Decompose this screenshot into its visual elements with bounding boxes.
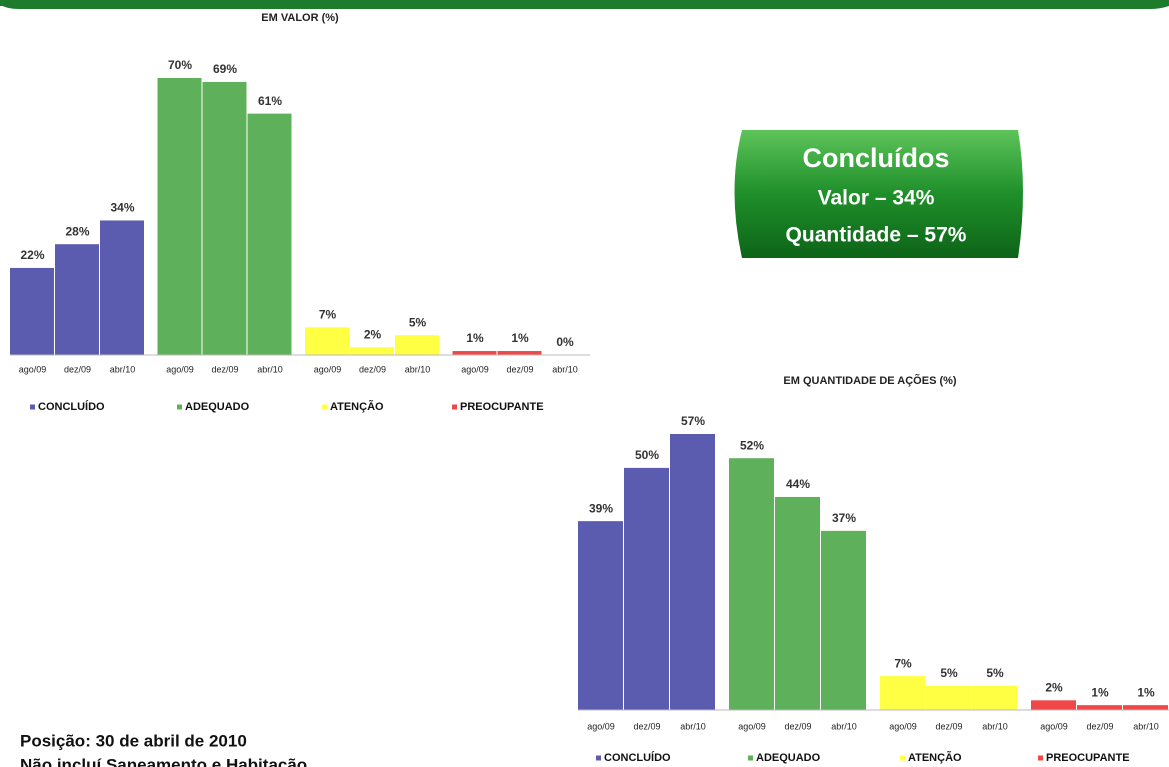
bar <box>972 685 1017 710</box>
value-label: 7% <box>894 656 912 670</box>
chart-title: EM QUANTIDADE DE AÇÕES (%) <box>783 374 956 387</box>
value-label: 52% <box>740 438 764 452</box>
bar <box>926 685 971 710</box>
x-tick-label: dez/09 <box>1086 721 1113 731</box>
x-tick-label: ago/09 <box>889 721 917 731</box>
x-tick-label: ago/09 <box>738 721 766 731</box>
value-label: 2% <box>364 327 382 341</box>
x-tick-label: abr/10 <box>110 364 136 374</box>
bar <box>452 351 497 355</box>
callout-box <box>734 130 1023 258</box>
x-tick-label: dez/09 <box>211 364 238 374</box>
top-band-edge <box>0 0 1169 9</box>
bar <box>100 220 144 355</box>
legend-swatch <box>1038 755 1043 761</box>
bar <box>157 78 202 355</box>
bar <box>624 467 669 710</box>
legend-label: CONCLUÍDO <box>38 400 105 413</box>
bar <box>305 327 349 355</box>
legend-swatch <box>177 404 182 410</box>
bar <box>247 113 292 355</box>
bar <box>821 530 866 710</box>
x-tick-label: ago/09 <box>19 364 47 374</box>
legend-swatch <box>322 404 327 410</box>
legend-label: ADEQUADO <box>185 401 250 413</box>
value-label: 44% <box>786 477 810 491</box>
bar <box>350 347 394 355</box>
bar <box>497 351 542 355</box>
value-label: 39% <box>589 501 613 515</box>
bar <box>578 521 623 710</box>
value-label: 69% <box>213 62 237 76</box>
x-tick-label: abr/10 <box>405 364 431 374</box>
legend-swatch <box>900 755 905 761</box>
x-tick-label: dez/09 <box>784 721 811 731</box>
x-tick-label: abr/10 <box>552 364 578 374</box>
legend-label: CONCLUÍDO <box>604 751 671 764</box>
footer-text: Não incluí Saneamento e Habitação <box>20 755 307 767</box>
x-tick-label: ago/09 <box>166 364 194 374</box>
bar <box>1077 705 1122 710</box>
legend-label: PREOCUPANTE <box>1046 752 1130 764</box>
x-tick-label: abr/10 <box>680 721 706 731</box>
bar <box>395 335 439 355</box>
value-label: 7% <box>319 307 337 321</box>
value-label: 1% <box>466 331 484 345</box>
value-label: 1% <box>1137 685 1155 699</box>
value-label: 5% <box>940 666 958 680</box>
bar <box>1123 705 1168 710</box>
callout-title: Concluídos <box>803 143 950 173</box>
x-tick-label: ago/09 <box>461 364 489 374</box>
legend-label: ADEQUADO <box>756 752 821 764</box>
x-tick-label: ago/09 <box>1040 721 1068 731</box>
legend-swatch <box>596 755 601 761</box>
x-tick-label: dez/09 <box>633 721 660 731</box>
bar <box>670 434 715 710</box>
x-tick-label: dez/09 <box>506 364 533 374</box>
value-label: 0% <box>556 335 574 349</box>
x-tick-label: abr/10 <box>831 721 857 731</box>
x-tick-label: ago/09 <box>314 364 342 374</box>
bar <box>880 676 925 710</box>
value-label: 34% <box>110 201 134 215</box>
x-tick-label: abr/10 <box>257 364 283 374</box>
value-label: 37% <box>832 511 856 525</box>
legend-label: PREOCUPANTE <box>460 401 544 413</box>
value-label: 61% <box>258 94 282 108</box>
legend-swatch <box>748 755 753 761</box>
value-label: 5% <box>986 666 1004 680</box>
bar <box>775 496 820 710</box>
value-label: 5% <box>409 315 427 329</box>
value-label: 1% <box>511 331 529 345</box>
x-tick-label: ago/09 <box>587 721 615 731</box>
bar <box>1031 700 1076 710</box>
x-tick-label: dez/09 <box>935 721 962 731</box>
callout-line: Valor – 34% <box>818 187 935 210</box>
x-tick-label: abr/10 <box>982 721 1008 731</box>
callout-line: Quantidade – 57% <box>786 224 967 247</box>
x-tick-label: dez/09 <box>359 364 386 374</box>
x-tick-label: abr/10 <box>1133 721 1159 731</box>
legend-label: ATENÇÃO <box>330 400 384 413</box>
bar <box>202 81 247 355</box>
legend-swatch <box>30 404 35 410</box>
legend-swatch <box>452 404 457 410</box>
value-label: 70% <box>168 58 192 72</box>
bar <box>10 267 54 355</box>
value-label: 2% <box>1045 680 1063 694</box>
chart-title: EM VALOR (%) <box>261 12 339 24</box>
value-label: 1% <box>1091 685 1109 699</box>
bar <box>55 244 99 355</box>
footer-text: Posição: 30 de abril de 2010 <box>20 731 247 750</box>
value-label: 22% <box>20 248 44 262</box>
legend-label: ATENÇÃO <box>908 751 962 764</box>
value-label: 50% <box>635 448 659 462</box>
x-tick-label: dez/09 <box>64 364 91 374</box>
bar <box>729 458 774 710</box>
value-label: 57% <box>681 414 705 428</box>
value-label: 28% <box>65 224 89 238</box>
